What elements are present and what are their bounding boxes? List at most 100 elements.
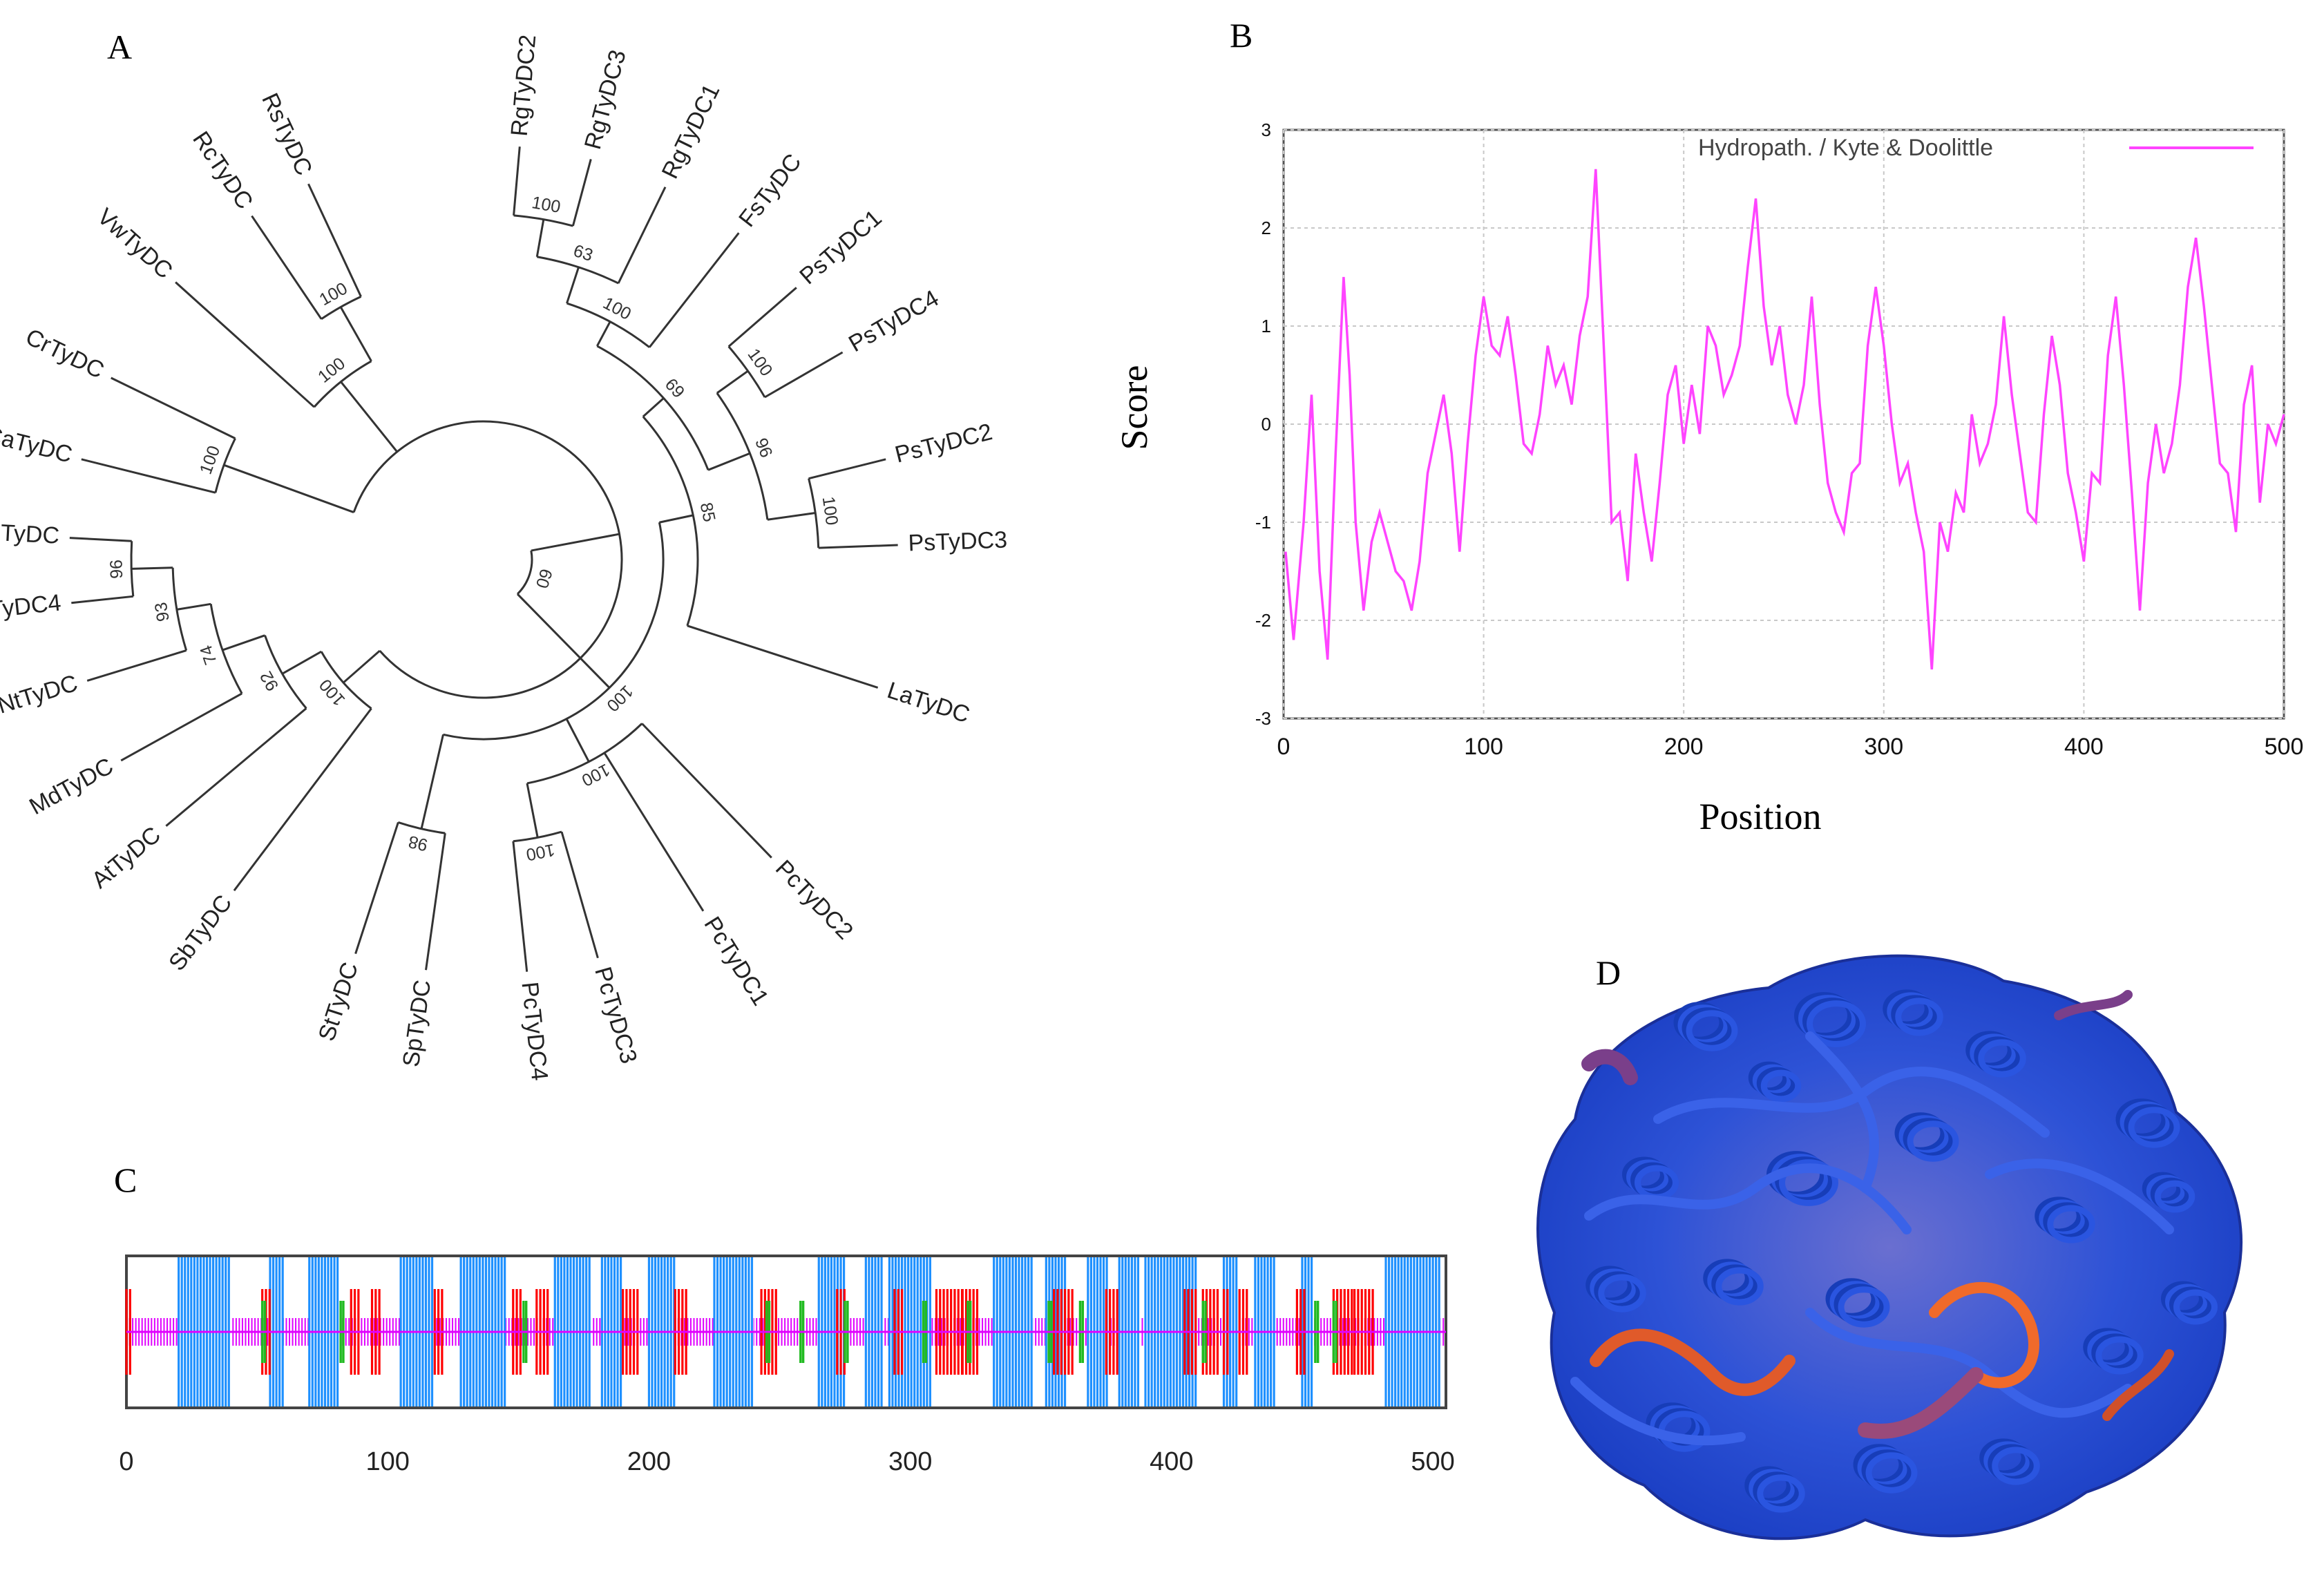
y-tick-label: 0: [1261, 414, 1271, 435]
helix-coil: [1838, 1286, 1890, 1328]
tree-branch: [222, 634, 265, 651]
tree-branch-arc: [513, 214, 573, 227]
x-axis-title: Position: [1699, 796, 1821, 837]
tree-leaf-label: RgTyDC2: [506, 34, 542, 137]
tree-leaf-label: AtTyDC: [87, 821, 166, 893]
track-tick-label: 300: [888, 1447, 932, 1476]
tree-branch: [339, 306, 372, 362]
tree-branch: [425, 832, 446, 971]
tree-leaf-label: NtTyDC: [0, 670, 81, 719]
tree-branch-arc: [727, 345, 766, 398]
tree-branch-arc: [566, 302, 651, 348]
bootstrap-value: 92: [256, 668, 283, 694]
beta-ribbon: [1570, 1377, 1746, 1446]
tree-branch: [165, 707, 307, 827]
tree-leaf-label: MdTyDC: [25, 753, 117, 820]
tree-branch: [307, 183, 362, 297]
tree-branch: [617, 187, 667, 284]
tree-branch: [81, 458, 216, 494]
helix-coil: [2047, 1205, 2095, 1243]
beta-ribbon: [1653, 1067, 2050, 1138]
y-tick-label: -1: [1255, 512, 1271, 533]
tree-branch: [535, 219, 545, 258]
tree-branch-arc: [352, 420, 623, 699]
helix-coil: [1715, 1267, 1764, 1306]
y-tick-labels: 3 2 1 0 -1 -2 -3: [1255, 120, 1271, 729]
y-tick-label: 1: [1261, 316, 1271, 336]
tree-branch: [175, 281, 315, 408]
bootstrap-value: 100: [744, 345, 777, 380]
helix-coil: [2154, 1180, 2196, 1213]
helix-coil: [1865, 1452, 1918, 1494]
tree-leaf-label: LaTyDC: [884, 677, 973, 728]
bootstrap-value: 100: [524, 840, 556, 864]
tree-leaf-label: PsTyDC2: [893, 419, 996, 468]
track-tick-label: 100: [366, 1447, 410, 1476]
panel-letter-b: B: [1230, 16, 1253, 55]
helix-coil: [1907, 1120, 1959, 1162]
helix-coil: [2095, 1336, 2144, 1375]
helix-coil: [2128, 1107, 2180, 1148]
hydropathy-chart: 3 2 1 0 -1 -2 -3 0 100 200 300 400 500 Hydropath. /…: [1114, 120, 2303, 837]
tree-branch: [808, 458, 886, 480]
tree-branch-arc: [264, 635, 307, 709]
protein-loop-purple-2: [2054, 990, 2133, 1020]
tree-branch: [603, 752, 705, 912]
y-tick-label: 2: [1261, 218, 1271, 238]
tree-branch: [69, 537, 132, 542]
tree-leaf-label: VwTyDC: [92, 203, 178, 284]
protein-loop-orange-2: [1929, 1281, 2039, 1389]
y-tick-label: -3: [1255, 708, 1271, 729]
bootstrap-value: 96: [751, 435, 776, 460]
tree-leaf-label: CrTyDC: [21, 324, 108, 384]
track-tick-label: 0: [119, 1447, 133, 1476]
bootstrap-value: 100: [531, 193, 562, 217]
tree-branch: [531, 533, 620, 552]
helix-coil: [1757, 1474, 1805, 1513]
tree-branch-arc: [443, 522, 665, 741]
tree-branch: [343, 649, 381, 684]
y-tick-label: 3: [1261, 120, 1271, 140]
tree-leaf-label: FsTyDC: [734, 149, 807, 232]
tree-branch: [818, 544, 898, 549]
tree-leaf-label: OeTyDC: [0, 518, 60, 549]
track-tick-labels: 0 100 200 300 400 500: [119, 1447, 1454, 1476]
panel-letter-a: A: [107, 28, 132, 66]
panel-letter-c: C: [114, 1161, 137, 1199]
tree-leaf-label: RgTyDC4: [0, 589, 62, 626]
tree-branch: [340, 381, 398, 452]
x-tick-label: 100: [1464, 734, 1503, 760]
tree-branch: [71, 595, 133, 604]
bootstrap-value: 100: [196, 443, 225, 477]
tree-leaf-label: RcTyDC: [187, 126, 258, 213]
hydropathy-series-line: [1284, 169, 2285, 670]
tree-branch-arc: [596, 345, 709, 470]
tree-branch: [120, 692, 242, 762]
tree-leaf-label: RsTyDC: [256, 89, 317, 180]
tree-branch-arc: [642, 416, 699, 627]
y-tick-label: -2: [1255, 610, 1271, 631]
tree-leaf-label: RgTyDC1: [657, 80, 725, 183]
tree-branch: [251, 215, 323, 320]
protein-3d-structure-illustration: [1536, 954, 2243, 1540]
tree-branch: [233, 707, 372, 892]
tree-branch: [516, 593, 611, 689]
x-tick-labels: 0 100 200 300 400 500: [1277, 734, 2304, 760]
tree-branch: [223, 464, 354, 514]
bootstrap-value: 85: [696, 501, 719, 524]
tree-branch: [687, 624, 879, 689]
tree-branch: [354, 821, 399, 955]
track-tick-label: 500: [1411, 1447, 1454, 1476]
tree-branch: [596, 321, 611, 347]
beta-ribbon: [1805, 1031, 1879, 1193]
tree-branch: [512, 841, 528, 972]
tree-branch-arc: [209, 604, 243, 694]
x-tick-label: 0: [1277, 734, 1290, 760]
tree-branch: [659, 514, 694, 524]
helix-coil: [2173, 1289, 2218, 1325]
bootstrap-value: 93: [151, 601, 173, 623]
secondary-structure-chart: 0 100 200 300 400 500: [119, 1255, 1455, 1476]
tree-branch: [716, 370, 749, 394]
tree-branch: [571, 159, 592, 227]
tree-branch: [707, 452, 751, 471]
